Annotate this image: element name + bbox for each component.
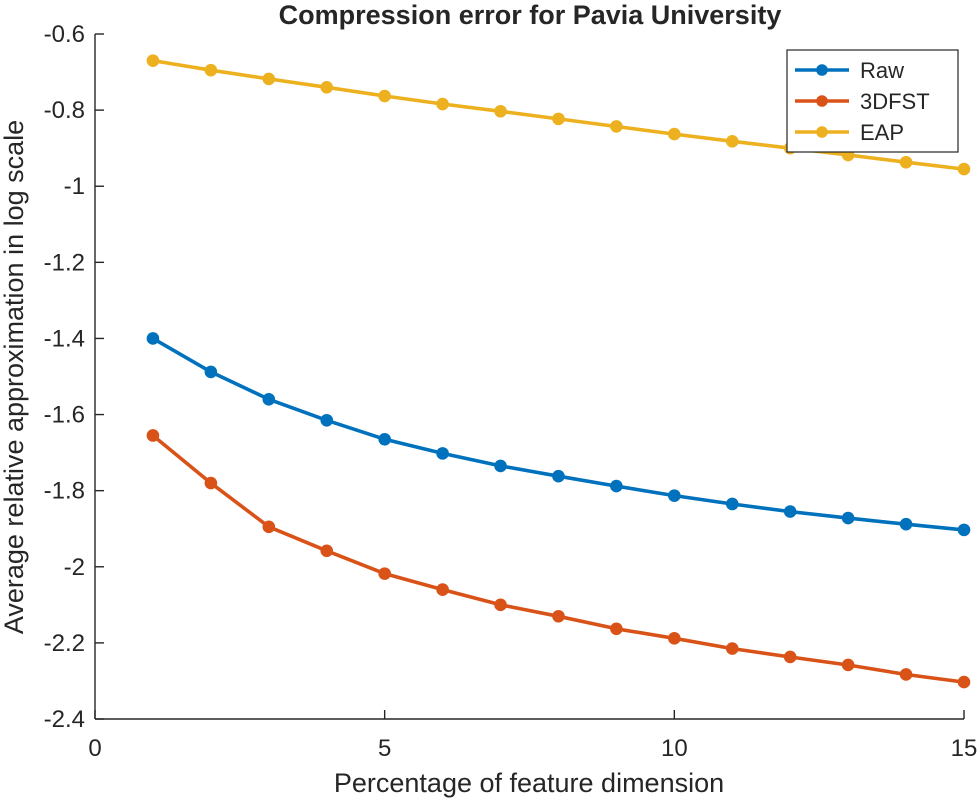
data-point-raw xyxy=(146,332,160,345)
y-tick-label: -1.6 xyxy=(44,402,85,429)
x-tick-label: 0 xyxy=(88,735,101,762)
chart-title: Compression error for Pavia University xyxy=(279,0,782,30)
data-point-raw xyxy=(494,459,507,473)
x-tick-label: 15 xyxy=(951,735,978,762)
data-point-eap xyxy=(957,162,971,176)
y-tick-label: -0.6 xyxy=(44,21,85,48)
data-point-3dfst xyxy=(146,429,160,442)
data-point-eap xyxy=(552,112,565,126)
data-point-3dfst xyxy=(320,544,334,558)
data-point-raw xyxy=(378,432,391,446)
data-point-3dfst xyxy=(378,567,391,580)
data-point-3dfst xyxy=(552,609,565,623)
x-tick-label: 5 xyxy=(378,735,391,762)
legend-label-raw: Raw xyxy=(860,58,904,83)
y-tick-label: -2.2 xyxy=(44,630,85,657)
data-point-3dfst xyxy=(957,675,971,689)
data-point-raw xyxy=(204,365,218,379)
data-point-eap xyxy=(725,135,739,148)
data-point-eap xyxy=(494,104,507,118)
data-point-raw xyxy=(841,511,855,525)
data-point-3dfst xyxy=(783,650,797,664)
legend: Raw 3DFST EAP xyxy=(786,49,959,153)
data-point-3dfst xyxy=(610,622,623,636)
x-tick-label: 10 xyxy=(661,735,688,762)
series-layer xyxy=(146,54,971,689)
data-point-3dfst xyxy=(262,520,276,534)
data-point-3dfst xyxy=(899,668,913,681)
data-point-raw xyxy=(610,479,623,493)
data-point-raw xyxy=(320,413,334,427)
data-point-3dfst xyxy=(725,642,739,655)
data-point-3dfst xyxy=(841,658,855,672)
data-point-raw xyxy=(725,497,739,511)
y-tick-label: -1.8 xyxy=(44,478,85,505)
data-point-eap xyxy=(378,89,391,103)
data-point-raw xyxy=(899,517,913,531)
legend-label-3dfst: 3DFST xyxy=(860,89,930,114)
data-point-eap xyxy=(320,80,334,94)
data-point-eap xyxy=(146,54,160,67)
y-tick-label: -2.4 xyxy=(44,706,85,733)
legend-marker-eap xyxy=(816,126,828,138)
y-tick-label: -0.8 xyxy=(44,97,85,124)
x-axis-label: Percentage of feature dimension xyxy=(334,768,724,798)
data-point-eap xyxy=(668,127,681,141)
legend-marker-raw xyxy=(816,64,828,76)
y-tick-label: -1.4 xyxy=(44,325,85,352)
data-point-raw xyxy=(262,393,276,406)
data-point-3dfst xyxy=(668,632,681,645)
y-tick-label: -1 xyxy=(64,173,85,200)
data-point-raw xyxy=(552,469,565,483)
y-axis-label: Average relative approximation in log sc… xyxy=(0,120,29,634)
data-point-eap xyxy=(436,97,449,111)
y-tick-label: -2 xyxy=(64,554,85,581)
data-point-eap xyxy=(204,63,218,77)
data-point-eap xyxy=(610,120,623,133)
data-point-3dfst xyxy=(204,476,218,490)
legend-label-eap: EAP xyxy=(860,120,904,145)
y-tick-label: -1.2 xyxy=(44,249,85,276)
data-point-3dfst xyxy=(436,583,449,596)
data-point-raw xyxy=(783,505,797,518)
data-point-eap xyxy=(262,72,276,86)
data-point-eap xyxy=(899,155,913,169)
data-point-raw xyxy=(436,447,449,460)
legend-marker-3dfst xyxy=(816,95,828,107)
data-point-3dfst xyxy=(494,598,507,612)
data-point-raw xyxy=(957,523,971,537)
data-point-raw xyxy=(668,489,681,502)
